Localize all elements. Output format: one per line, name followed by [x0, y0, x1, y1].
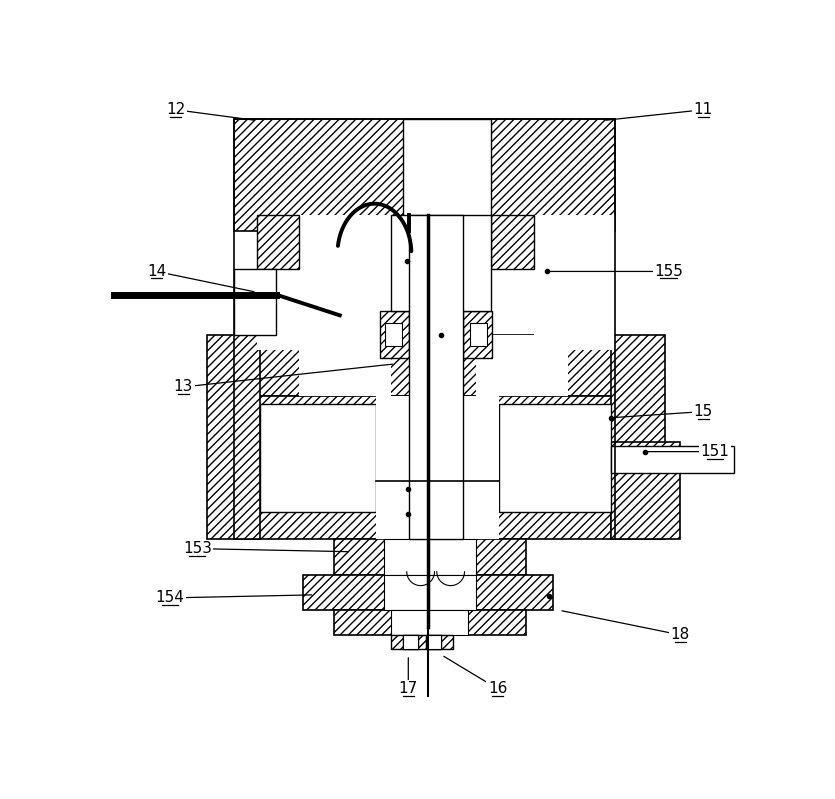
Text: 154: 154	[155, 590, 184, 606]
Bar	[534, 215, 615, 350]
Bar	[299, 215, 403, 350]
Text: 12: 12	[166, 102, 185, 117]
Bar	[261, 403, 376, 511]
Bar	[403, 635, 418, 649]
Text: 17: 17	[398, 682, 418, 696]
Bar	[383, 574, 476, 610]
Bar	[303, 574, 553, 610]
Text: 14: 14	[147, 264, 166, 279]
Bar	[611, 443, 681, 539]
Bar	[206, 335, 261, 539]
Bar	[385, 323, 402, 346]
Bar	[380, 312, 409, 358]
Bar	[234, 335, 615, 396]
Bar	[470, 323, 487, 346]
Bar	[392, 215, 492, 312]
Bar	[334, 539, 526, 574]
Bar	[409, 215, 463, 539]
Bar	[383, 539, 476, 574]
Bar	[403, 635, 418, 649]
Text: 15: 15	[694, 404, 713, 419]
Bar	[256, 215, 299, 269]
Text: 13: 13	[174, 380, 193, 395]
Text: 151: 151	[701, 444, 729, 459]
Bar	[463, 312, 492, 358]
Bar	[334, 610, 526, 635]
Bar	[234, 396, 615, 539]
Text: 155: 155	[654, 264, 683, 279]
Bar	[426, 635, 442, 649]
Text: 153: 153	[183, 541, 212, 556]
Bar	[392, 610, 468, 635]
Text: 11: 11	[694, 102, 713, 117]
Bar	[611, 335, 665, 539]
Bar	[403, 119, 492, 231]
Text: 18: 18	[671, 627, 690, 642]
Bar	[492, 215, 534, 269]
Bar	[426, 635, 442, 649]
Bar	[256, 215, 403, 350]
Bar	[611, 446, 734, 473]
Bar	[499, 403, 611, 511]
Bar	[299, 335, 392, 396]
Bar	[234, 119, 615, 231]
Bar	[476, 335, 569, 396]
Bar	[392, 635, 453, 649]
Bar	[376, 396, 499, 539]
Text: 16: 16	[488, 682, 508, 696]
Bar	[234, 269, 276, 335]
